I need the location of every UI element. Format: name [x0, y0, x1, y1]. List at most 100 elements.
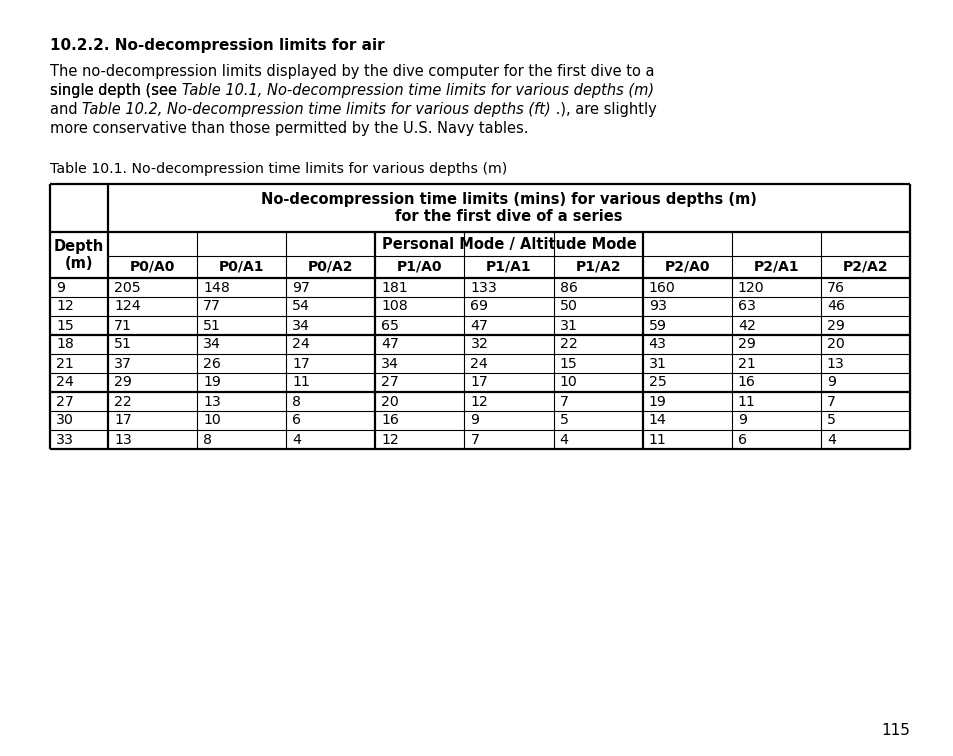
- Text: 15: 15: [56, 318, 73, 333]
- Text: 115: 115: [881, 723, 909, 738]
- Text: 54: 54: [292, 299, 310, 314]
- Text: P0/A2: P0/A2: [308, 260, 354, 274]
- Text: 20: 20: [381, 395, 398, 408]
- Text: 86: 86: [559, 280, 577, 295]
- Text: 59: 59: [648, 318, 666, 333]
- Text: single depth (see: single depth (see: [50, 83, 181, 98]
- Text: 13: 13: [203, 395, 221, 408]
- Text: 37: 37: [113, 357, 132, 370]
- Text: 43: 43: [648, 337, 666, 352]
- Text: The no-decompression limits displayed by the dive computer for the first dive to: The no-decompression limits displayed by…: [50, 64, 654, 79]
- Text: 63: 63: [737, 299, 755, 314]
- Text: 76: 76: [826, 280, 844, 295]
- Text: 20: 20: [826, 337, 843, 352]
- Text: 12: 12: [381, 432, 398, 447]
- Text: 34: 34: [203, 337, 221, 352]
- Text: 17: 17: [470, 376, 488, 389]
- Text: 26: 26: [203, 357, 221, 370]
- Text: 12: 12: [56, 299, 73, 314]
- Text: 17: 17: [292, 357, 310, 370]
- Text: 21: 21: [737, 357, 755, 370]
- Text: Table 10.1. No-decompression time limits for various depths (m): Table 10.1. No-decompression time limits…: [50, 162, 507, 176]
- Text: more conservative than those permitted by the U.S. Navy tables.: more conservative than those permitted b…: [50, 121, 528, 136]
- Text: .), are slightly: .), are slightly: [551, 102, 656, 117]
- Text: P2/A2: P2/A2: [841, 260, 887, 274]
- Text: 50: 50: [559, 299, 577, 314]
- Text: 29: 29: [113, 376, 132, 389]
- Text: Table 10.1, No-decompression time limits for various depths (m): Table 10.1, No-decompression time limits…: [181, 83, 653, 98]
- Text: P1/A0: P1/A0: [396, 260, 442, 274]
- Text: and: and: [50, 102, 82, 117]
- Text: 18: 18: [56, 337, 73, 352]
- Text: 5: 5: [826, 414, 835, 427]
- Text: 6: 6: [737, 432, 746, 447]
- Text: 108: 108: [381, 299, 408, 314]
- Text: 181: 181: [381, 280, 408, 295]
- Text: 29: 29: [826, 318, 843, 333]
- Text: 120: 120: [737, 280, 763, 295]
- Text: 32: 32: [470, 337, 488, 352]
- Text: 22: 22: [113, 395, 132, 408]
- Text: 16: 16: [737, 376, 755, 389]
- Text: 93: 93: [648, 299, 666, 314]
- Text: 34: 34: [381, 357, 399, 370]
- Text: 27: 27: [381, 376, 398, 389]
- Text: 47: 47: [470, 318, 488, 333]
- Text: 24: 24: [56, 376, 73, 389]
- Text: 4: 4: [559, 432, 568, 447]
- Text: 5: 5: [559, 414, 568, 427]
- Text: Depth
(m): Depth (m): [53, 239, 104, 271]
- Text: 7: 7: [470, 432, 479, 447]
- Text: P1/A1: P1/A1: [486, 260, 531, 274]
- Text: 11: 11: [648, 432, 666, 447]
- Text: 9: 9: [826, 376, 835, 389]
- Text: P0/A0: P0/A0: [130, 260, 175, 274]
- Text: 160: 160: [648, 280, 675, 295]
- Text: P0/A1: P0/A1: [218, 260, 264, 274]
- Text: 9: 9: [737, 414, 746, 427]
- Text: 12: 12: [470, 395, 488, 408]
- Text: 13: 13: [113, 432, 132, 447]
- Text: single depth (see: single depth (see: [50, 83, 181, 98]
- Text: 133: 133: [470, 280, 497, 295]
- Text: 13: 13: [826, 357, 843, 370]
- Text: P2/A1: P2/A1: [753, 260, 799, 274]
- Text: 205: 205: [113, 280, 141, 295]
- Text: 27: 27: [56, 395, 73, 408]
- Text: 65: 65: [381, 318, 399, 333]
- Text: 97: 97: [292, 280, 310, 295]
- Text: 69: 69: [470, 299, 488, 314]
- Text: 77: 77: [203, 299, 221, 314]
- Text: 19: 19: [648, 395, 666, 408]
- Text: 9: 9: [56, 280, 65, 295]
- Text: 10.2.2. No-decompression limits for air: 10.2.2. No-decompression limits for air: [50, 38, 384, 53]
- Text: 14: 14: [648, 414, 666, 427]
- Text: 24: 24: [470, 357, 488, 370]
- Text: 34: 34: [292, 318, 310, 333]
- Text: 10: 10: [559, 376, 577, 389]
- Text: 11: 11: [737, 395, 755, 408]
- Text: 148: 148: [203, 280, 230, 295]
- Text: 7: 7: [826, 395, 835, 408]
- Text: No-decompression time limits (mins) for various depths (m)
for the first dive of: No-decompression time limits (mins) for …: [261, 192, 756, 225]
- Text: 51: 51: [203, 318, 221, 333]
- Text: 19: 19: [203, 376, 221, 389]
- Text: 8: 8: [292, 395, 301, 408]
- Text: 46: 46: [826, 299, 844, 314]
- Text: P1/A2: P1/A2: [575, 260, 620, 274]
- Text: 17: 17: [113, 414, 132, 427]
- Text: 24: 24: [292, 337, 310, 352]
- Text: 6: 6: [292, 414, 301, 427]
- Text: 51: 51: [113, 337, 132, 352]
- Text: 4: 4: [292, 432, 301, 447]
- Text: 47: 47: [381, 337, 399, 352]
- Text: P2/A0: P2/A0: [664, 260, 709, 274]
- Text: 29: 29: [737, 337, 755, 352]
- Text: 11: 11: [292, 376, 310, 389]
- Text: 7: 7: [559, 395, 568, 408]
- Text: 124: 124: [113, 299, 141, 314]
- Text: 15: 15: [559, 357, 577, 370]
- Text: 8: 8: [203, 432, 212, 447]
- Text: Personal Mode / Altitude Mode: Personal Mode / Altitude Mode: [381, 237, 636, 252]
- Text: 10: 10: [203, 414, 221, 427]
